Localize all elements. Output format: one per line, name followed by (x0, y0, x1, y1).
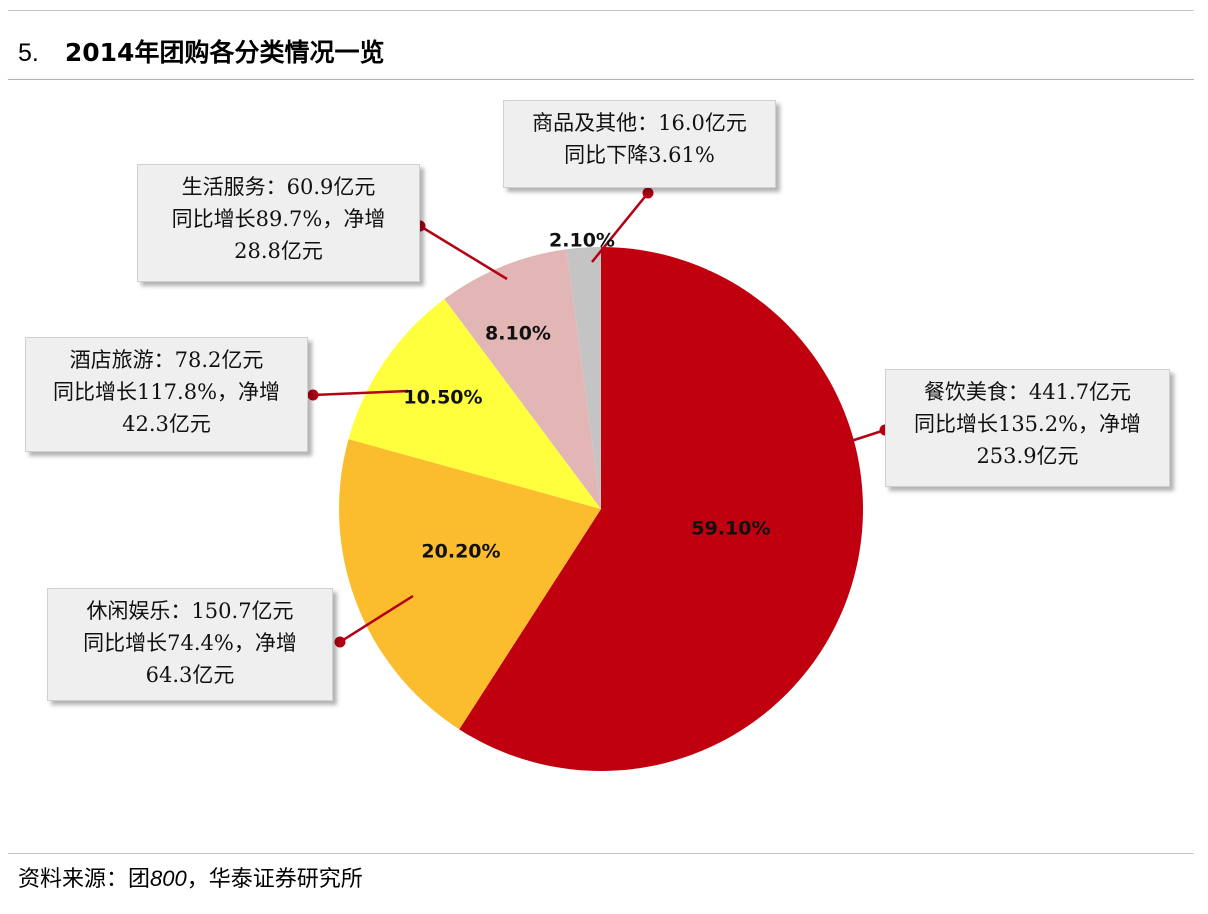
callout-entertainment-line2: 同比增长74.4%，净增 (83, 631, 297, 655)
slice-label-life: 8.10% (485, 323, 551, 345)
source-prefix: 资料来源：团 (18, 867, 151, 892)
slice-labels: 59.10% 20.20% 10.50% 8.10% 2.10% (403, 230, 770, 563)
callout-food-line2: 同比增长135.2%，净增 (913, 412, 1142, 436)
callout-other: 商品及其他：16.0亿元 同比下降3.61% (503, 100, 776, 188)
source-italic: 800 (150, 866, 187, 891)
leader-line-life (419, 224, 508, 281)
leader-dot-other (642, 187, 654, 199)
pie-slice-life (444, 249, 601, 509)
pie-slice-hotel (348, 298, 601, 509)
leader-line-food (847, 428, 886, 444)
callout-hotel-line3: 42.3亿元 (122, 412, 211, 436)
source-suffix: ，华泰证券研究所 (186, 867, 363, 892)
leader-line-entertainment (339, 594, 414, 644)
figure-title: 2014年团购各分类情况一览 (64, 38, 385, 67)
callout-entertainment-line3: 64.3亿元 (145, 663, 235, 687)
figure-header: 5. 2014年团购各分类情况一览 (18, 36, 384, 70)
callout-other-line2: 同比下降3.61% (564, 143, 715, 167)
pie-slices (338, 247, 863, 772)
slice-label-entertainment: 20.20% (421, 541, 500, 563)
callout-hotel: 酒店旅游：78.2亿元 同比增长117.8%，净增 42.3亿元 (25, 337, 308, 452)
slice-label-food: 59.10% (691, 518, 770, 540)
leader-dot-entertainment (334, 636, 346, 648)
callout-life-line1: 生活服务：60.9亿元 (181, 175, 376, 199)
header-divider (8, 79, 1194, 80)
pie-slice-food (459, 247, 863, 772)
footer-divider (8, 853, 1194, 854)
slice-label-other: 2.10% (549, 230, 615, 252)
callout-food-line3: 253.9亿元 (976, 444, 1079, 468)
callout-entertainment-line1: 休闲娱乐：150.7亿元 (86, 599, 294, 623)
figure-number: 5. (18, 39, 39, 67)
slice-label-hotel: 10.50% (403, 387, 482, 409)
callout-food: 餐饮美食：441.7亿元 同比增长135.2%，净增 253.9亿元 (885, 369, 1170, 487)
callout-hotel-line2: 同比增长117.8%，净增 (52, 380, 281, 404)
callout-life-line2: 同比增长89.7%，净增 (171, 207, 386, 231)
leader-lines (307, 187, 891, 648)
source-note: 资料来源：团800，华泰证券研究所 (18, 864, 363, 895)
callout-life-line3: 28.8亿元 (234, 239, 323, 263)
pie-slice-entertainment (338, 439, 601, 730)
callout-hotel-line1: 酒店旅游：78.2亿元 (69, 348, 264, 372)
leader-line-hotel (312, 389, 409, 397)
leader-line-other (591, 192, 649, 263)
leader-dot-hotel (307, 389, 319, 401)
pie-slice-other (566, 247, 601, 509)
callout-entertainment: 休闲娱乐：150.7亿元 同比增长74.4%，净增 64.3亿元 (47, 588, 333, 701)
top-rule (8, 10, 1194, 11)
callout-life: 生活服务：60.9亿元 同比增长89.7%，净增 28.8亿元 (137, 164, 420, 282)
callout-other-line1: 商品及其他：16.0亿元 (532, 111, 747, 135)
callout-food-line1: 餐饮美食：441.7亿元 (923, 380, 1132, 404)
